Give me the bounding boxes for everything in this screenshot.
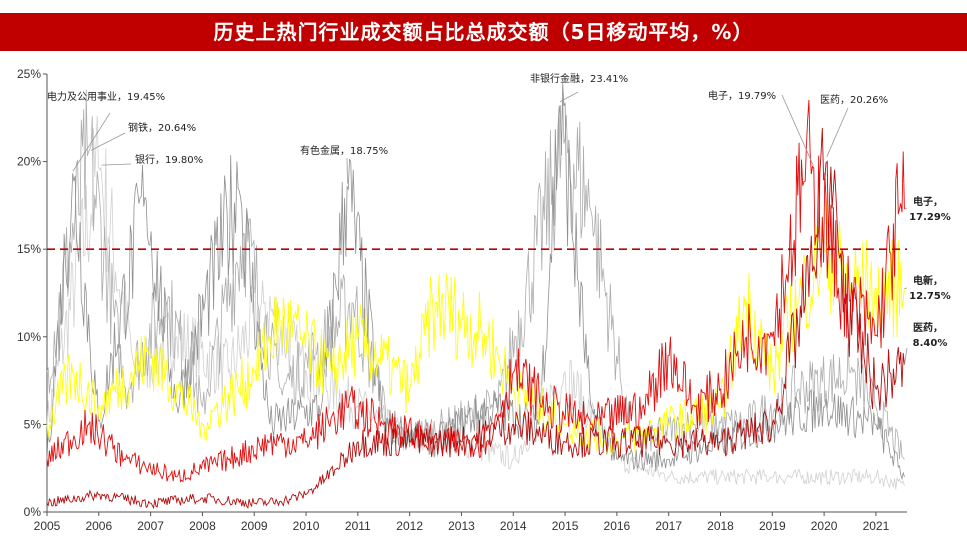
annotation-label: 有色金属，18.75% <box>300 144 388 157</box>
annotation-label: 钢铁，20.64% <box>128 121 196 134</box>
x-tick-label: 2018 <box>707 519 734 533</box>
annotation-label: 电力及公用事业，19.45% <box>47 90 165 103</box>
x-tick-label: 2020 <box>811 519 838 533</box>
annotation-label-value: 12.75% <box>909 291 951 302</box>
y-tick-label: 20% <box>17 155 41 169</box>
annotation-leader <box>781 94 814 166</box>
x-tick-label: 2007 <box>137 519 164 533</box>
annotation-label: 电子，19.79% <box>708 89 776 102</box>
annotation-leader <box>826 107 849 158</box>
x-tick-label: 2009 <box>241 519 268 533</box>
annotation-leader <box>90 132 126 151</box>
annotation-label: 电子， <box>913 195 943 208</box>
x-tick-label: 2012 <box>396 519 423 533</box>
annotation-leader <box>101 163 132 166</box>
annotation-label: 非银行金融，23.41% <box>530 72 628 85</box>
y-tick-label: 0% <box>24 505 42 519</box>
x-tick-label: 2017 <box>655 519 682 533</box>
x-tick-label: 2010 <box>293 519 320 533</box>
x-tick-label: 2015 <box>552 519 579 533</box>
annotation-label-value: 8.40% <box>913 338 948 349</box>
x-tick-label: 2005 <box>34 519 61 533</box>
chart-title: 历史上热门行业成交额占比总成交额（5日移动平均，%） <box>0 13 967 51</box>
y-tick-label: 10% <box>17 330 41 344</box>
annotation-leader <box>904 287 908 290</box>
series-line-grey_dark <box>46 82 905 481</box>
annotation-label: 医药， <box>913 321 943 334</box>
y-tick-label: 15% <box>17 242 41 256</box>
y-tick-label: 5% <box>24 417 42 431</box>
series-line-yellow <box>46 199 905 456</box>
x-tick-label: 2014 <box>500 519 527 533</box>
y-tick-label: 25% <box>17 67 41 81</box>
annotation-leader <box>72 112 111 172</box>
x-tick-label: 2021 <box>863 519 890 533</box>
annotation-label-value: 17.29% <box>909 212 951 223</box>
annotation-label: 电新， <box>913 274 943 287</box>
annotation-leader <box>904 347 908 365</box>
x-tick-label: 2008 <box>189 519 216 533</box>
x-tick-label: 2016 <box>604 519 631 533</box>
annotation-leader <box>559 91 579 103</box>
x-tick-label: 2013 <box>448 519 475 533</box>
series-line-dark_red <box>46 127 905 510</box>
annotation-label: 银行，19.80% <box>135 153 203 166</box>
x-tick-label: 2011 <box>345 519 371 533</box>
series-line-red <box>46 99 905 483</box>
series-line-grey_light <box>46 115 905 490</box>
annotation-leader <box>904 207 908 210</box>
x-tick-label: 2006 <box>85 519 112 533</box>
x-tick-label: 2019 <box>759 519 786 533</box>
annotation-label: 医药，20.26% <box>820 94 888 106</box>
